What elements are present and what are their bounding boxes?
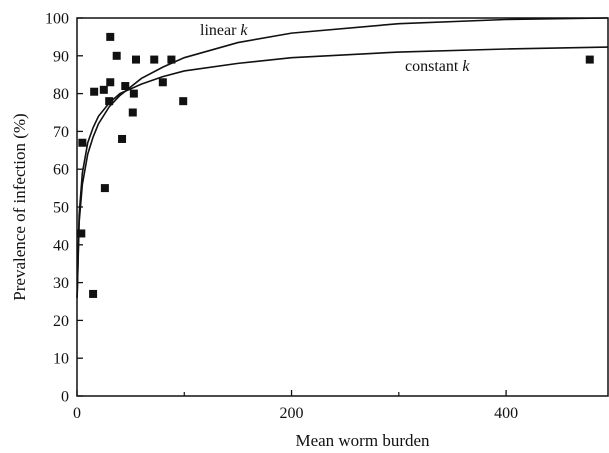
y-tick-label: 90 <box>53 48 69 65</box>
data-point <box>106 78 115 87</box>
y-tick-label: 50 <box>53 200 69 217</box>
model-curves <box>76 17 609 298</box>
data-point <box>129 89 138 98</box>
y-tick-label: 10 <box>53 351 69 368</box>
data-point <box>167 55 176 64</box>
data-point <box>90 87 99 96</box>
data-point <box>128 108 137 117</box>
data-point <box>118 134 127 143</box>
data-point <box>100 184 109 193</box>
y-tick-label: 40 <box>53 237 69 254</box>
plot-frame <box>76 17 609 397</box>
data-point <box>112 51 121 60</box>
data-point <box>99 85 108 94</box>
data-point <box>158 78 167 87</box>
y-tick-label: 60 <box>53 162 69 179</box>
data-point <box>179 97 188 106</box>
data-point <box>105 97 114 106</box>
curve-label-linear-k: linear k <box>200 22 248 39</box>
y-axis-title: Prevalence of infection (%) <box>10 113 29 300</box>
y-tick-label: 30 <box>53 275 69 292</box>
y-tick-label: 20 <box>53 313 69 330</box>
x-axis-title: Mean worm burden <box>295 431 430 450</box>
data-point <box>77 229 86 238</box>
y-tick-label: 0 <box>61 389 69 406</box>
data-point <box>585 55 594 64</box>
x-axis-ticks: 0 200 400 <box>73 390 518 422</box>
data-point <box>106 32 115 41</box>
data-point <box>78 138 87 147</box>
data-point <box>89 289 98 298</box>
y-tick-label: 70 <box>53 124 69 141</box>
data-point <box>132 55 140 64</box>
x-tick-label: 0 <box>73 405 81 422</box>
linear-k-curve <box>76 17 609 298</box>
data-points <box>77 32 594 298</box>
x-tick-label: 200 <box>280 405 304 422</box>
x-tick-label: 400 <box>494 405 518 422</box>
data-point <box>150 55 159 64</box>
y-tick-label: 100 <box>45 11 69 28</box>
data-point <box>121 82 130 91</box>
constant-k-curve <box>76 46 609 298</box>
curve-label-constant-k: constant k <box>405 58 470 75</box>
y-tick-label: 80 <box>53 86 69 103</box>
